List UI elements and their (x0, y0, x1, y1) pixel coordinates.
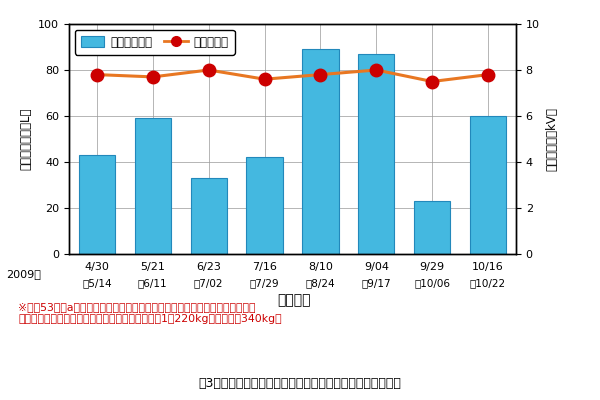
Y-axis label: 電牛線電圧（kV）: 電牛線電圧（kV） (545, 107, 558, 171)
Text: ～6/11: ～6/11 (138, 278, 167, 288)
Bar (134, 118, 171, 254)
Text: 9/29: 9/29 (419, 262, 445, 272)
Text: ～10/22: ～10/22 (470, 278, 506, 288)
Y-axis label: 日平均揚水量（L）: 日平均揚水量（L） (20, 108, 33, 170)
Text: ※面穉53．９aの放牛草地に，４頭の黒毛和種繁殖牛を他牛区との輪換により: ※面穉53．９aの放牛草地に，４頭の黒毛和種繁殖牛を他牛区との輪換により (18, 302, 256, 312)
Text: 5/21: 5/21 (140, 262, 165, 272)
Bar (247, 157, 283, 254)
Text: 10/16: 10/16 (472, 262, 504, 272)
Text: 7/16: 7/16 (252, 262, 277, 272)
Text: ～8/24: ～8/24 (305, 278, 335, 288)
Text: 放牛。入・退牛時の放牛牛の総体重は，それぞれ1，220kgおよび１，340kg。: 放牛。入・退牛時の放牛牛の総体重は，それぞれ1，220kgおよび１，340kg。 (18, 314, 281, 324)
Bar (470, 116, 506, 254)
Bar (191, 178, 227, 254)
Text: ～9/17: ～9/17 (361, 278, 391, 288)
Text: 図3　システム導入における家畜飲水量と電牛線電圧の状況: 図3 システム導入における家畜飲水量と電牛線電圧の状況 (199, 377, 401, 390)
Text: ～7/29: ～7/29 (250, 278, 280, 288)
Bar (358, 54, 394, 254)
Text: 4/30: 4/30 (85, 262, 109, 272)
Text: 6/23: 6/23 (196, 262, 221, 272)
Text: ～7/02: ～7/02 (194, 278, 223, 288)
Text: 放牛期間: 放牛期間 (277, 293, 311, 307)
Text: 9/04: 9/04 (364, 262, 389, 272)
Text: ～5/14: ～5/14 (82, 278, 112, 288)
Bar (79, 155, 115, 254)
Bar (302, 49, 338, 254)
Text: 2009年: 2009年 (6, 269, 41, 279)
Bar (414, 201, 451, 254)
Legend: 日平均揚水量, 電牛線電圧: 日平均揚水量, 電牛線電圧 (75, 30, 235, 55)
Text: 8/10: 8/10 (308, 262, 333, 272)
Text: ～10/06: ～10/06 (414, 278, 450, 288)
